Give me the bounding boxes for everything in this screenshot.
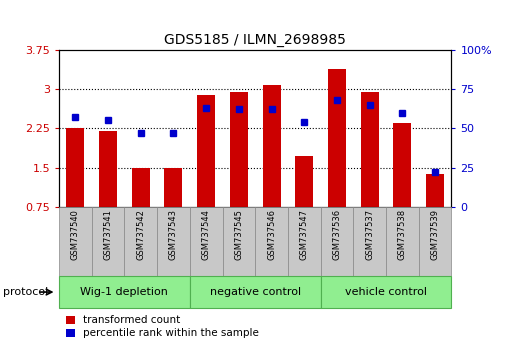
Text: GSM737543: GSM737543 [169, 209, 178, 260]
Bar [328, 69, 346, 207]
Text: GSM737545: GSM737545 [234, 209, 243, 260]
Bar [99, 131, 117, 207]
Text: vehicle control: vehicle control [345, 287, 427, 297]
Legend: transformed count, percentile rank within the sample: transformed count, percentile rank withi… [64, 313, 261, 341]
Bar [92, 207, 125, 276]
Bar [132, 168, 150, 207]
Text: GSM737547: GSM737547 [300, 209, 309, 260]
Bar [59, 207, 92, 276]
Bar [190, 207, 223, 276]
Text: GSM737546: GSM737546 [267, 209, 276, 260]
Bar [157, 207, 190, 276]
Bar [321, 207, 353, 276]
Bar [321, 276, 451, 308]
Bar [230, 92, 248, 207]
Text: negative control: negative control [210, 287, 301, 297]
Text: GSM737536: GSM737536 [332, 209, 342, 260]
Text: protocol: protocol [3, 287, 48, 297]
Text: GSM737539: GSM737539 [430, 209, 440, 260]
Bar [393, 123, 411, 207]
Text: GSM737538: GSM737538 [398, 209, 407, 260]
Bar [165, 168, 183, 207]
Bar [361, 92, 379, 207]
Text: Wig-1 depletion: Wig-1 depletion [81, 287, 168, 297]
Bar [124, 207, 157, 276]
Title: GDS5185 / ILMN_2698985: GDS5185 / ILMN_2698985 [164, 33, 346, 47]
Bar [263, 85, 281, 207]
Text: GSM737544: GSM737544 [202, 209, 211, 260]
Bar [190, 276, 321, 308]
Bar [419, 207, 451, 276]
Bar [59, 276, 190, 308]
Bar [288, 207, 321, 276]
Bar [197, 95, 215, 207]
Bar [426, 174, 444, 207]
Text: GSM737541: GSM737541 [104, 209, 112, 260]
Bar [255, 207, 288, 276]
Text: GSM737537: GSM737537 [365, 209, 374, 260]
Bar [295, 156, 313, 207]
Text: GSM737542: GSM737542 [136, 209, 145, 260]
Bar [353, 207, 386, 276]
Bar [223, 207, 255, 276]
Bar [66, 128, 84, 207]
Text: GSM737540: GSM737540 [71, 209, 80, 260]
Bar [386, 207, 419, 276]
